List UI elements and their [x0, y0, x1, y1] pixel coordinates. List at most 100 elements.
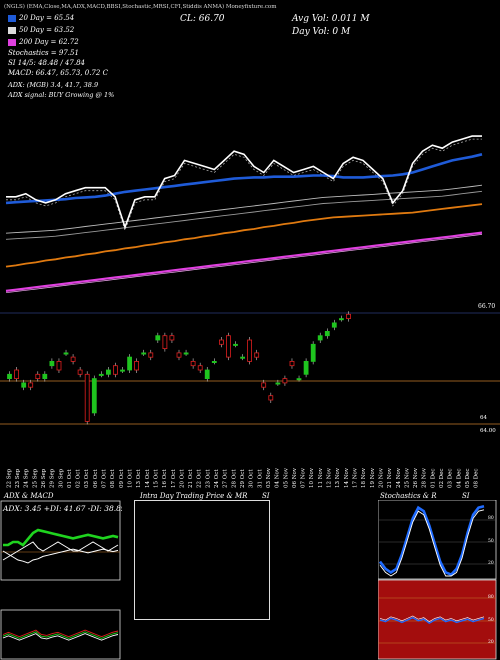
- candle-body: [289, 360, 295, 367]
- date-tick-label: 08 Dec: [474, 469, 480, 489]
- ema50-upper-line: [5, 184, 483, 234]
- candle-body: [63, 352, 69, 355]
- day-volume-label: Day Vol: 0 M: [292, 27, 351, 37]
- macd-line-1: [2, 631, 119, 639]
- date-tick-label: 11 Nov: [318, 467, 324, 488]
- date-tick-label: 03 Dec: [448, 469, 454, 489]
- stochastic-d-line: [379, 509, 485, 577]
- candle-body: [42, 373, 48, 379]
- date-tick-label: 27 Oct: [223, 469, 229, 488]
- price-dotted-line: [6, 138, 482, 232]
- candle-body: [317, 335, 323, 341]
- avg-volume-label: Avg Vol: 0.011 M: [292, 14, 370, 24]
- price-grid: [0, 312, 500, 425]
- adx-macd-panel: ADX: 3.45 +DI: 41.67 -DI: 38.89: [0, 500, 122, 660]
- macd-line-2: [2, 629, 119, 638]
- adx-series-dix: [2, 548, 119, 564]
- date-tick-label: 19 Nov: [370, 467, 376, 488]
- date-tick-label: 31 Oct: [257, 469, 263, 488]
- date-tick-label: 03 Nov: [266, 467, 272, 488]
- date-tick-label: 21 Nov: [387, 467, 393, 488]
- candle-body: [162, 335, 168, 350]
- macd-panel-frame: [0, 609, 121, 660]
- date-tick-label: 15 Oct: [154, 469, 160, 488]
- stochastics-title: Stochastics & R: [380, 492, 437, 500]
- date-tick-label: 17 Nov: [353, 467, 359, 488]
- date-tick-label: 07 Oct: [102, 469, 108, 488]
- candle-body: [261, 382, 267, 388]
- date-tick-label: 12 Nov: [327, 467, 333, 488]
- price-chart: 22 Sep 23 Sep 24 Sep 25 Sep 26 Sep 29 Sep 30 S…: [0, 135, 500, 489]
- candle-body: [120, 369, 125, 372]
- stochastic-k-line: [378, 504, 485, 577]
- date-tick-label: 06 Nov: [292, 467, 298, 488]
- date-tick-label: 04 Dec: [456, 469, 462, 489]
- candle-body: [7, 373, 12, 379]
- candle-body: [282, 378, 288, 384]
- stoch-axis-50: 50: [488, 538, 494, 544]
- candle-body: [113, 365, 118, 375]
- intraday-panel: [134, 500, 270, 620]
- date-tick-label: 06 Oct: [93, 469, 99, 488]
- date-tick-label: 05 Dec: [465, 469, 471, 489]
- candle-body: [303, 360, 309, 375]
- date-tick-label: 25 Sep: [32, 468, 38, 488]
- close-price-label: CL: 66.70: [180, 14, 225, 24]
- legend-50day: 50 Day = 63.52: [8, 26, 74, 34]
- legend-macd: MACD: 66.47, 65.73, 0.72 C: [8, 69, 108, 77]
- price-line: [6, 135, 482, 230]
- candle-body: [106, 369, 111, 375]
- si-signal-line: [379, 615, 485, 622]
- legend-200day: 200 Day = 62.72: [8, 38, 79, 46]
- date-tick-label: 21 Oct: [188, 469, 194, 488]
- candle-body: [204, 369, 210, 380]
- date-tick-label: 02 Dec: [439, 469, 445, 489]
- date-tick-label: 26 Nov: [413, 467, 419, 488]
- date-tick-label: 04 Nov: [275, 467, 281, 488]
- date-tick-label: 28 Oct: [231, 469, 237, 488]
- date-tick-label: 24 Oct: [214, 469, 220, 488]
- date-tick-label: 26 Sep: [41, 468, 47, 488]
- candle-body: [197, 365, 203, 371]
- macd-line-0: [2, 633, 119, 641]
- adx-series-dix: [3, 528, 119, 547]
- date-tick-label: 10 Oct: [128, 469, 134, 488]
- si-axis-80: 80: [488, 594, 494, 600]
- date-tick-label: 30 Sep: [58, 468, 64, 488]
- intraday-title: Intra Day Trading Price & MR: [140, 492, 248, 500]
- date-tick-label: 30 Oct: [249, 469, 255, 488]
- date-tick-label: 14 Oct: [145, 469, 151, 488]
- date-tick-label: 25 Nov: [404, 467, 410, 488]
- date-tick-label: 28 Nov: [422, 467, 428, 488]
- candle-body: [346, 313, 351, 319]
- legend-si: SI 14/5: 48.48 / 47.84: [8, 59, 85, 67]
- candle-body: [141, 352, 147, 355]
- date-tick-label: 01 Dec: [430, 469, 436, 489]
- date-tick-label: 20 Nov: [379, 467, 385, 488]
- date-tick-label: 17 Oct: [171, 469, 177, 488]
- date-tick-label: 13 Nov: [335, 467, 341, 488]
- candle-body: [233, 343, 238, 346]
- adx-macd-title: ADX & MACD: [4, 492, 54, 500]
- candle-body: [247, 339, 253, 362]
- date-tick-label: 23 Sep: [15, 468, 21, 488]
- candle-body: [275, 382, 281, 385]
- date-tick-label: 03 Oct: [84, 469, 90, 488]
- candle-body: [240, 356, 246, 359]
- si-line: [379, 616, 485, 625]
- candle-body: [91, 378, 97, 414]
- candlesticks: [7, 311, 351, 425]
- candle-body: [225, 335, 231, 358]
- candle-body: [254, 352, 260, 358]
- candle-body: [183, 352, 189, 355]
- candle-body: [28, 382, 34, 388]
- stochastics-si-title: SI: [462, 492, 470, 500]
- candle-body: [35, 373, 41, 379]
- stoch-axis-80: 80: [488, 515, 494, 521]
- candle-body: [21, 382, 27, 388]
- candle-body: [98, 373, 104, 376]
- adx-panel-frame: [0, 500, 121, 581]
- candle-body: [127, 356, 132, 371]
- candle-body: [296, 378, 302, 381]
- date-tick-label: 22 Oct: [197, 469, 203, 488]
